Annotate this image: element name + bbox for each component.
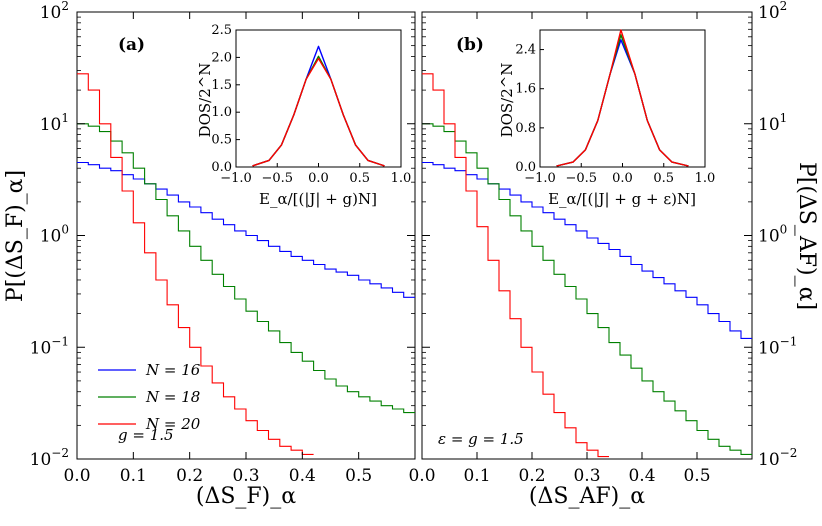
inset-ytick-label-a-2: 1.0: [211, 105, 232, 120]
inset-xtick-label-b-1: −0.5: [565, 171, 597, 186]
ytick-label-b-4: 102: [758, 0, 787, 23]
xtick-label-a-2: 0.2: [176, 466, 203, 486]
panel-b-ylabel: P[(ΔS_AF)_α]: [794, 162, 819, 310]
inset-xtick-label-b-3: 0.5: [653, 171, 674, 186]
ytick-label-a-0: 10−2: [30, 446, 69, 470]
panel-a-ylabel: P[(ΔS_F)_α]: [3, 170, 28, 302]
legend-label-n20: N = 20: [145, 415, 201, 433]
inset-a-ylabel: DOS/2^N: [196, 63, 214, 138]
panel-b-xlabel: (ΔS_AF)_α: [529, 484, 645, 509]
inset-b-ylabel: DOS/2^N: [498, 63, 516, 138]
xtick-label-b-3: 0.3: [573, 466, 600, 486]
inset-xtick-label-a-2: 0.0: [308, 171, 329, 186]
xtick-label-b-1: 0.1: [463, 466, 490, 486]
inset-ytick-label-a-4: 2.0: [211, 50, 232, 65]
xtick-label-b-4: 0.4: [628, 466, 655, 486]
ytick-label-b-3: 101: [758, 111, 787, 135]
inset-a-frame: [235, 29, 402, 168]
xtick-label-b-5: 0.5: [683, 466, 710, 486]
xtick-label-a-5: 0.5: [345, 466, 372, 486]
ytick-label-a-4: 102: [40, 0, 69, 23]
ytick-label-b-2: 100: [758, 223, 787, 247]
inset-ytick-label-b-2: 1.6: [515, 82, 536, 97]
ytick-label-b-0: 10−2: [758, 446, 797, 470]
inset-b-xlabel: E_α/[(|J| + g + ε)N]: [548, 190, 696, 208]
xtick-label-a-0: 0.0: [63, 466, 90, 486]
inset-ytick-label-b-0: 0.0: [515, 160, 536, 175]
inset-ytick-label-a-0: 0.0: [211, 160, 232, 175]
inset-b: −1.0 −0.5 0.0 0.5 1.0 0.0 0.8 1.6 2.4 DOS/2^N E_…: [498, 29, 715, 208]
inset-xtick-label-b-0: −1.0: [524, 171, 556, 186]
inset-a-xlabel: E_α/[(|J| + g)N]: [259, 190, 377, 208]
series-line-b-1: [422, 123, 752, 455]
panel-a-annotation: g = 1.5: [118, 426, 174, 444]
inset-xtick-label-a-3: 0.5: [349, 171, 370, 186]
ytick-label-a-3: 101: [40, 111, 69, 135]
inset-ytick-label-b-1: 0.8: [515, 121, 536, 136]
inset-a-ticks: −1.0 −0.5 0.0 0.5 1.0 0.0 0.5 1.0 1.5 2.0 2.5: [211, 23, 411, 186]
panel-b-label: (b): [456, 35, 484, 55]
legend-label-n18: N = 18: [145, 388, 200, 406]
inset-xtick-label-b-2: 0.0: [612, 171, 633, 186]
xtick-label-a-4: 0.4: [289, 466, 316, 486]
series-line-b-2: [422, 73, 609, 458]
inset-b-ticks: −1.0 −0.5 0.0 0.5 1.0 0.0 0.8 1.6 2.4: [515, 43, 715, 186]
panel-b-ticks: 0.0 0.1 0.2 0.3 0.4 0.5 10−2 10−1 100 101 102: [408, 0, 797, 486]
xtick-label-a-3: 0.3: [232, 466, 259, 486]
inset-ytick-label-b-3: 2.4: [515, 43, 536, 58]
panel-b-annotation: ε = g = 1.5: [438, 430, 524, 448]
inset-series-line-b-2: [556, 29, 689, 167]
inset-xtick-label-a-1: −0.5: [261, 171, 293, 186]
inset-xtick-label-b-4: 1.0: [695, 171, 716, 186]
inset-b-frame: [539, 29, 706, 168]
series-line-a-0: [77, 161, 415, 298]
inset-a-marks: [252, 45, 385, 167]
xtick-label-b-0: 0.0: [408, 466, 435, 486]
panel-a-ticks: 0.0 0.1 0.2 0.3 0.4 0.5 10−2 10−1 100 101 102: [30, 0, 415, 486]
inset-ytick-label-a-3: 1.5: [211, 78, 232, 93]
ytick-label-b-1: 10−1: [758, 334, 797, 358]
panel-a-xlabel: (ΔS_F)_α: [196, 484, 296, 509]
xtick-label-a-1: 0.1: [120, 466, 147, 486]
xtick-label-b-2: 0.2: [518, 466, 545, 486]
panel-b-marks: [422, 73, 752, 458]
ytick-label-a-1: 10−1: [30, 334, 69, 358]
series-line-b-0: [422, 161, 752, 339]
panel-a-marks: [77, 73, 415, 455]
panel-a-label: (a): [118, 35, 145, 55]
inset-ytick-label-a-1: 0.5: [211, 133, 232, 148]
legend: N = 16 N = 18 N = 20: [98, 361, 201, 433]
inset-xtick-label-a-4: 1.0: [391, 171, 412, 186]
inset-xtick-label-a-0: −1.0: [220, 171, 252, 186]
inset-b-marks: [556, 29, 689, 167]
legend-label-n16: N = 16: [145, 361, 201, 379]
series-line-a-1: [77, 123, 415, 414]
inset-ytick-label-a-5: 2.5: [211, 23, 232, 38]
inset-a: −1.0 −0.5 0.0 0.5 1.0 0.0 0.5 1.0 1.5 2.0 2.5 DOS/…: [196, 23, 411, 208]
ytick-label-a-2: 100: [40, 223, 69, 247]
inset-series-line-a-2: [252, 57, 385, 167]
series-line-a-2: [77, 73, 314, 455]
